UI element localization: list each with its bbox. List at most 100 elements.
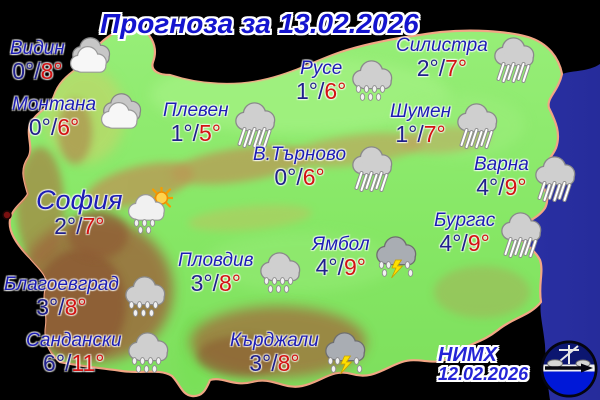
city-item: Ямбол 4°/9° [312, 232, 420, 282]
city-temperatures: 2°/7° [36, 213, 123, 240]
city-text: Видин 0°/8° [10, 38, 65, 84]
clouds-icon [69, 37, 110, 73]
city-temperatures: 0°/6° [253, 163, 346, 190]
city-temperatures: 3°/8° [230, 349, 319, 376]
temp-min: 3° [190, 269, 213, 296]
city-text: Варна 4°/9° [474, 154, 529, 200]
sun-showers-icon [127, 187, 173, 235]
clouds-icon [101, 93, 142, 129]
temp-min: 1° [170, 119, 193, 146]
temp-max: 9° [467, 229, 490, 256]
city-text: Бургас 4°/9° [434, 210, 495, 256]
city-item: Кърджали 3°/8° [230, 328, 369, 378]
city-item: Шумен 1°/7° [390, 99, 501, 149]
city-name: София [36, 185, 123, 215]
city-temperatures: 3°/8° [4, 293, 119, 320]
city-temperatures: 2°/7° [396, 54, 488, 81]
city-name: Плевен [163, 100, 229, 122]
city-temperatures: 4°/9° [474, 173, 529, 200]
city-name: Пловдив [178, 250, 254, 272]
city-name: Кърджали [230, 330, 319, 352]
nimh-logo-icon [536, 336, 600, 400]
temp-max: 7° [82, 213, 105, 240]
rain-icon [352, 146, 393, 192]
temp-min: 4° [439, 229, 462, 256]
temp-max: 9° [504, 173, 527, 200]
temp-separator: / [58, 293, 65, 320]
temp-max: 8° [40, 57, 63, 84]
city-temperatures: 1°/5° [163, 119, 229, 146]
city-name: Ямбол [312, 234, 370, 256]
showers-icon [352, 60, 393, 101]
temp-min: 4° [476, 173, 499, 200]
rain-icon [457, 103, 498, 149]
city-text: Кърджали 3°/8° [230, 330, 319, 376]
city-text: Ямбол 4°/9° [312, 234, 370, 280]
temp-max: 9° [343, 253, 366, 280]
temp-min: 1° [296, 77, 318, 104]
temp-min: 3° [249, 349, 272, 376]
temp-min: 0° [12, 57, 35, 84]
temp-max: 8° [277, 349, 300, 376]
showers-icon [127, 332, 168, 373]
temp-min: 2° [416, 54, 439, 81]
city-name: Русе [300, 58, 343, 80]
city-item: Русе 1°/6° [296, 56, 396, 106]
city-name: Благоевград [4, 274, 119, 296]
temp-separator: / [318, 77, 325, 104]
city-temperatures: 0°/8° [10, 57, 65, 84]
issue-date: 12.02.2026 [438, 364, 529, 384]
thunderstorm-icon [324, 332, 366, 375]
city-text: Плевен 1°/5° [163, 100, 229, 146]
temp-separator: / [34, 57, 41, 84]
city-name: Силистра [396, 35, 488, 57]
temp-min: 4° [315, 253, 338, 280]
city-text: София 2°/7° [36, 185, 123, 240]
city-item: Пловдив 3°/8° [178, 248, 304, 298]
temp-separator: / [337, 253, 344, 280]
city-text: Силистра 2°/7° [396, 35, 488, 81]
temp-separator: / [417, 120, 424, 147]
temp-min: 3° [36, 293, 59, 320]
temp-max: 6° [324, 77, 347, 104]
city-text: Благоевград 3°/8° [4, 274, 119, 320]
city-item: Силистра 2°/7° [396, 33, 538, 83]
city-item: В.Търново 0°/6° [253, 142, 396, 192]
city-item: Сандански 6°/11° [26, 328, 172, 378]
city-temperatures: 4°/9° [312, 253, 370, 280]
temp-max: 6° [302, 163, 325, 190]
city-temperatures: 1°/6° [296, 77, 347, 104]
temp-separator: / [192, 119, 199, 146]
showers-icon [125, 276, 166, 317]
terrain-relief [16, 57, 530, 390]
temp-min: 2° [54, 213, 77, 240]
temp-min: 0° [28, 113, 51, 140]
city-temperatures: 3°/8° [178, 269, 254, 296]
temp-separator: / [438, 54, 446, 81]
city-item: Благоевград 3°/8° [4, 272, 169, 322]
city-temperatures: 1°/7° [390, 120, 451, 147]
temp-min: 0° [274, 163, 297, 190]
city-name: Сандански [26, 330, 122, 352]
city-item: Видин 0°/8° [10, 36, 115, 86]
city-item: София 2°/7° [36, 185, 173, 240]
city-name: Монтана [12, 94, 97, 116]
city-temperatures: 4°/9° [434, 229, 495, 256]
temp-max: 8° [64, 293, 87, 320]
city-item: Плевен 1°/5° [163, 98, 279, 148]
city-text: Пловдив 3°/8° [178, 250, 254, 296]
map-edge-marker [2, 210, 12, 220]
temp-separator: / [65, 349, 72, 376]
page-title: Прогноза за 13.02.2026 [100, 8, 419, 39]
thunderstorm-icon [375, 236, 416, 279]
black-sea [517, 64, 600, 400]
city-text: Русе 1°/6° [296, 58, 347, 104]
temp-max: 5° [198, 119, 221, 146]
temp-max: 6° [57, 113, 80, 140]
showers-icon [259, 252, 300, 293]
city-text: В.Търново 0°/6° [253, 144, 346, 190]
rain-icon [234, 102, 275, 148]
temp-separator: / [498, 173, 505, 200]
city-name: Видин [10, 38, 65, 60]
